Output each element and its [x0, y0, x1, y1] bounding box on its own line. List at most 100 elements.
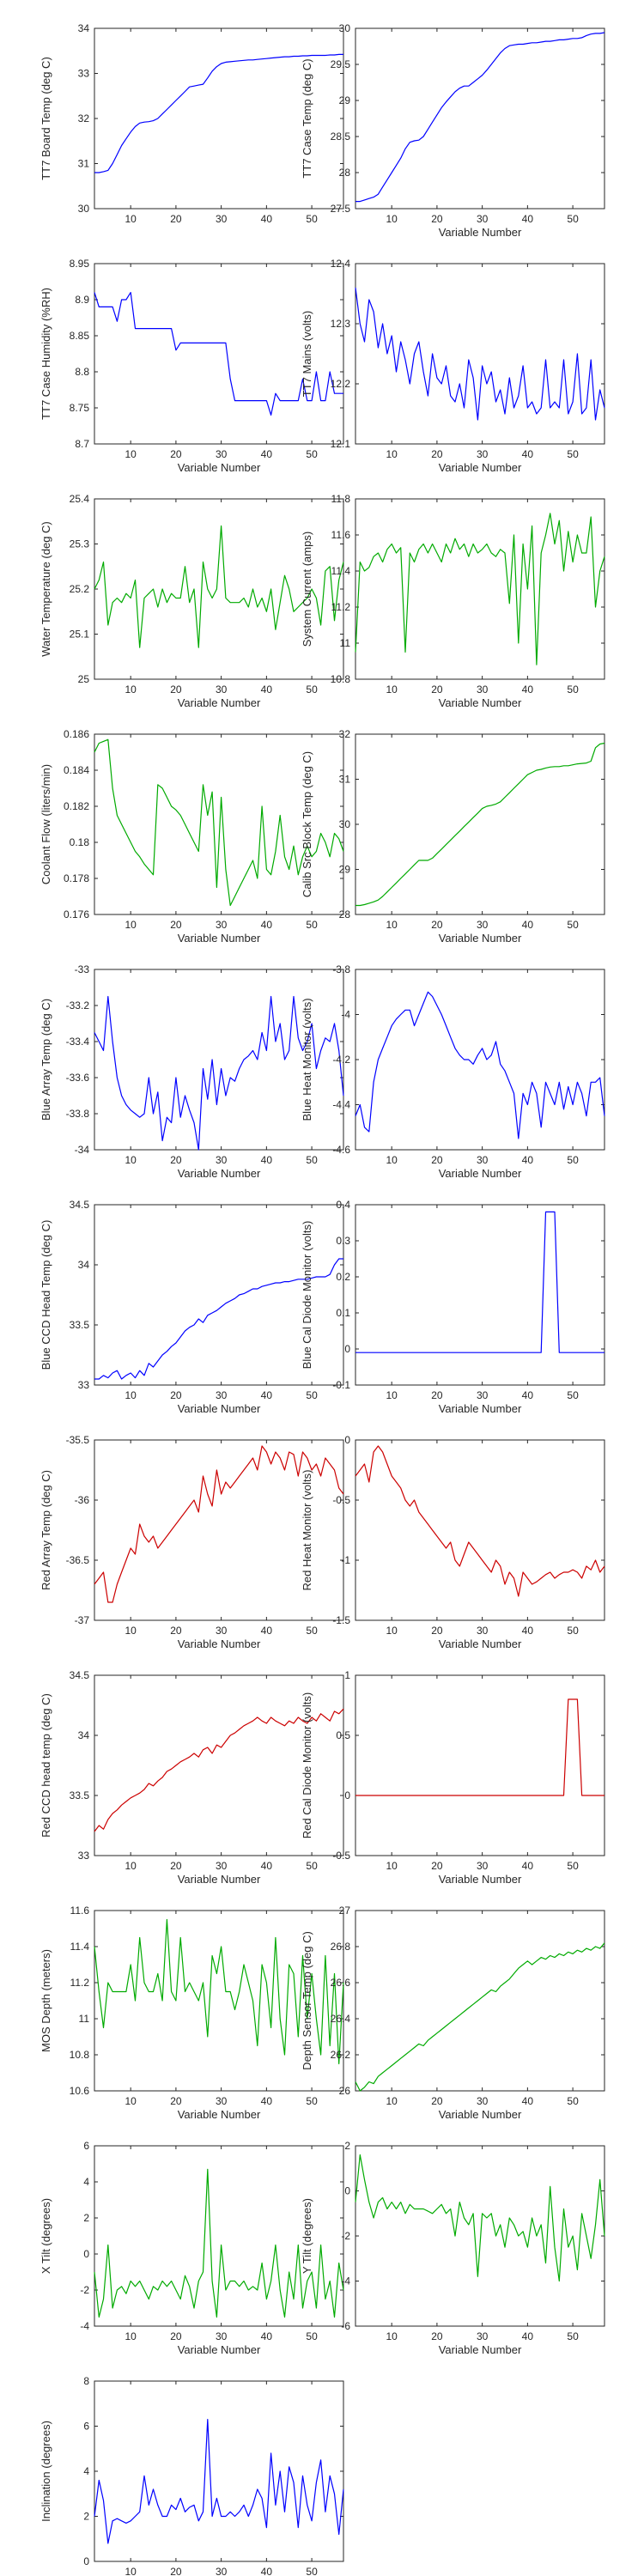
- chart-13-ytick-label: -37: [75, 1614, 90, 1626]
- chart-2-xtick-label: 20: [431, 213, 443, 225]
- chart-4-xtick-label: 50: [567, 448, 579, 460]
- chart-15-ytick-label: 33: [78, 1850, 90, 1862]
- chart-14-ytick-label: 0: [344, 1434, 350, 1446]
- chart-14-ytick-label: -1.5: [332, 1614, 350, 1626]
- chart-9-xtick-label: 30: [216, 1154, 228, 1166]
- chart-16-ytick-label: -0.5: [332, 1850, 350, 1862]
- chart-3-ytick-label: 8.95: [70, 258, 90, 270]
- chart-14-xlabel: Variable Number: [439, 1637, 522, 1650]
- chart-7-xtick-label: 20: [170, 919, 182, 931]
- chart-20-ytick-label: -2: [341, 2230, 350, 2242]
- chart-16-ytick-label: 0.5: [336, 1729, 350, 1741]
- chart-1-ytick-label: 33: [78, 68, 90, 80]
- chart-20-series-line: [355, 2154, 605, 2282]
- chart-1-ytick-label: 34: [78, 22, 90, 34]
- chart-19-ytick-label: 2: [83, 2212, 89, 2224]
- chart-14-xtick-label: 20: [431, 1625, 443, 1637]
- chart-5-ytick-label: 25.3: [70, 538, 90, 550]
- chart-8-ytick-label: 30: [339, 818, 351, 830]
- chart-6-ylabel: System Current (amps): [301, 532, 313, 647]
- chart-1: 10 20 30 40 50 30 31 32 33 34 TT7 Board Temp (deg …: [39, 22, 344, 225]
- chart-14: 10 20 30 40 50 -1.5 -1 -0.5 0 Red Heat Monitor (v…: [301, 1434, 605, 1650]
- chart-8-ytick-label: 29: [339, 864, 351, 876]
- chart-11-ylabel: Blue CCD Head Temp (deg C): [39, 1220, 52, 1370]
- chart-19-ylabel: X Tilt (degrees): [39, 2198, 52, 2274]
- chart-8-xtick-label: 40: [522, 919, 534, 931]
- chart-19-xlabel: Variable Number: [178, 2343, 261, 2356]
- chart-4-xtick-label: 30: [477, 448, 489, 460]
- chart-9-ytick-label: -33.2: [66, 999, 90, 1012]
- chart-9-ytick-label: -34: [75, 1144, 90, 1156]
- chart-11-ytick-label: 33: [78, 1379, 90, 1391]
- chart-2-xtick-label: 40: [522, 213, 534, 225]
- chart-21-plot-area: [94, 2380, 344, 2562]
- chart-13-xtick-label: 20: [170, 1625, 182, 1637]
- chart-10-xtick-label: 30: [477, 1154, 489, 1166]
- chart-19-xtick-label: 10: [125, 2330, 137, 2342]
- chart-6-xlabel: Variable Number: [439, 696, 522, 709]
- chart-7-plot-area: [94, 733, 344, 915]
- chart-5-xtick-label: 30: [216, 683, 228, 696]
- chart-7-xtick-label: 40: [261, 919, 273, 931]
- chart-2: 10 20 30 40 50 27.5 28 28.5 29 29.5 30 TT7 Case Tem…: [301, 22, 605, 239]
- chart-16-xlabel: Variable Number: [439, 1873, 522, 1886]
- chart-4-series-line: [355, 287, 605, 421]
- chart-2-series-line: [355, 32, 605, 203]
- chart-10-xlabel: Variable Number: [439, 1167, 522, 1180]
- chart-11-ytick-label: 33.5: [70, 1319, 90, 1331]
- chart-10-plot-area: [355, 969, 605, 1151]
- chart-3-xlabel: Variable Number: [178, 461, 261, 474]
- chart-3-xtick-label: 50: [306, 448, 318, 460]
- chart-12-ytick-label: 0.1: [336, 1307, 350, 1319]
- chart-9-xtick-label: 50: [306, 1154, 318, 1166]
- chart-12-xtick-label: 10: [386, 1389, 398, 1401]
- chart-6-ytick-label: 11: [340, 637, 351, 649]
- chart-21-ytick-label: 2: [83, 2511, 89, 2523]
- chart-12-ytick-label: 0.3: [336, 1235, 350, 1247]
- chart-5-ytick-label: 25.4: [70, 493, 90, 505]
- chart-1-plot-area: [94, 27, 344, 210]
- chart-2-xtick-label: 50: [567, 213, 579, 225]
- chart-15-xtick-label: 10: [125, 1860, 137, 1872]
- chart-10-ylabel: Blue Heat Monitor (volts): [301, 998, 313, 1121]
- chart-6-xtick-label: 40: [522, 683, 534, 696]
- chart-2-ytick-label: 27.5: [331, 203, 351, 215]
- chart-11: 10 20 30 40 50 33 33.5 34 34.5 Blue CCD Head Temp…: [39, 1199, 344, 1415]
- chart-10-ytick-label: -4.4: [332, 1099, 350, 1111]
- chart-21-ytick-label: 0: [83, 2555, 89, 2567]
- chart-5: 10 20 30 40 50 25 25.1 25.2 25.3 25.4 Water Temper…: [39, 493, 344, 709]
- chart-9-xtick-label: 10: [125, 1154, 137, 1166]
- chart-11-xtick-label: 10: [125, 1389, 137, 1401]
- chart-15-xtick-label: 30: [216, 1860, 228, 1872]
- chart-10-xtick-label: 20: [431, 1154, 443, 1166]
- chart-5-ytick-label: 25: [78, 673, 90, 685]
- chart-8-xtick-label: 30: [477, 919, 489, 931]
- chart-10-series-line: [355, 991, 605, 1139]
- chart-17-ytick-label: 10.6: [70, 2085, 90, 2097]
- chart-16-xtick-label: 10: [386, 1860, 398, 1872]
- chart-6-ytick-label: 10.8: [331, 673, 351, 685]
- chart-3-xtick-label: 10: [125, 448, 137, 460]
- chart-7-ytick-label: 0.182: [64, 800, 89, 812]
- chart-12-ytick-label: 0.2: [336, 1271, 350, 1283]
- chart-19-xtick-label: 50: [306, 2330, 318, 2342]
- chart-18-ytick-label: 26.8: [331, 1941, 351, 1953]
- chart-20-ytick-label: 0: [344, 2185, 350, 2197]
- chart-1-xtick-label: 50: [306, 213, 318, 225]
- chart-12-xlabel: Variable Number: [439, 1402, 522, 1415]
- chart-9-series-line: [94, 995, 344, 1151]
- chart-6-ytick-label: 11.2: [331, 601, 351, 613]
- chart-4-xlabel: Variable Number: [439, 461, 522, 474]
- chart-19-xtick-label: 30: [216, 2330, 228, 2342]
- chart-21-xtick-label: 30: [216, 2566, 228, 2576]
- chart-7-series-line: [94, 738, 344, 907]
- chart-21-xtick-label: 10: [125, 2566, 137, 2576]
- chart-9-xlabel: Variable Number: [178, 1167, 261, 1180]
- chart-20-xtick-label: 30: [477, 2330, 489, 2342]
- chart-19-xtick-label: 20: [170, 2330, 182, 2342]
- chart-17-xtick-label: 20: [170, 2095, 182, 2107]
- chart-7-ylabel: Coolant Flow (liters/min): [39, 764, 52, 884]
- chart-2-ytick-label: 30: [339, 22, 351, 34]
- chart-19-ytick-label: 0: [83, 2248, 89, 2260]
